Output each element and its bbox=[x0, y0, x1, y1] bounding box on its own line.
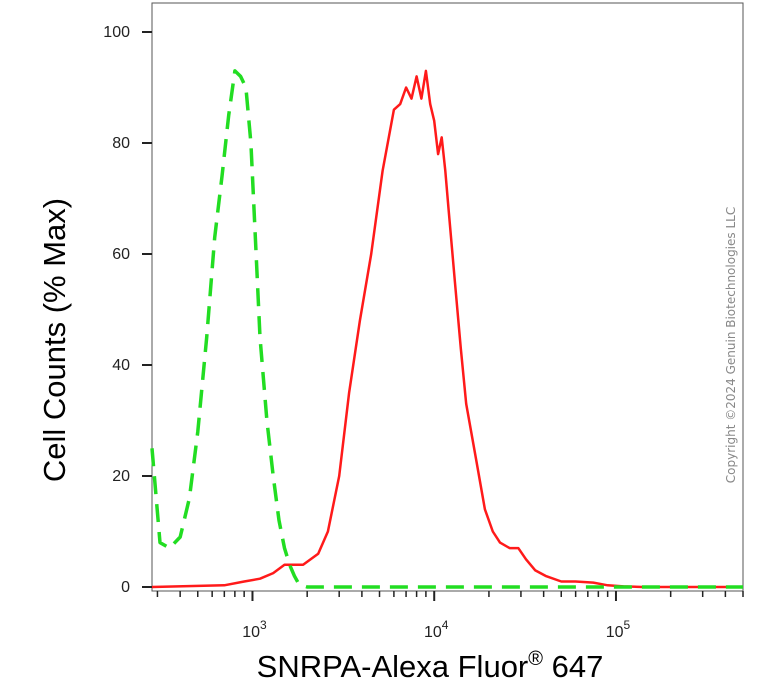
x-axis-label-suffix: 647 bbox=[543, 649, 603, 684]
y-axis-label: Cell Counts (% Max) bbox=[37, 198, 72, 482]
y-tick-label: 80 bbox=[112, 135, 130, 152]
series-layer bbox=[150, 69, 743, 589]
x-tick-label: 105 bbox=[606, 618, 631, 641]
x-axis-label: SNRPA-Alexa Fluor® 647 bbox=[257, 648, 604, 684]
series-line-1 bbox=[150, 69, 743, 589]
x-axis: 103 104 105 bbox=[156, 591, 744, 641]
y-tick-label: 40 bbox=[112, 357, 130, 374]
y-axis: 0 20 40 60 80 100 bbox=[103, 24, 152, 596]
plot-frame bbox=[151, 2, 744, 592]
x-tick-label: 103 bbox=[242, 618, 267, 641]
x-tick-label: 104 bbox=[424, 618, 449, 641]
copyright-watermark: Copyright ©2024 Genuin Biotechnologies L… bbox=[724, 207, 738, 483]
series-line-0 bbox=[151, 69, 743, 589]
y-tick-label: 0 bbox=[121, 579, 130, 596]
y-tick-label: 60 bbox=[112, 246, 130, 263]
y-tick-label: 20 bbox=[112, 468, 130, 485]
y-tick-label: 100 bbox=[103, 24, 130, 41]
x-axis-label-reg: ® bbox=[528, 648, 543, 670]
